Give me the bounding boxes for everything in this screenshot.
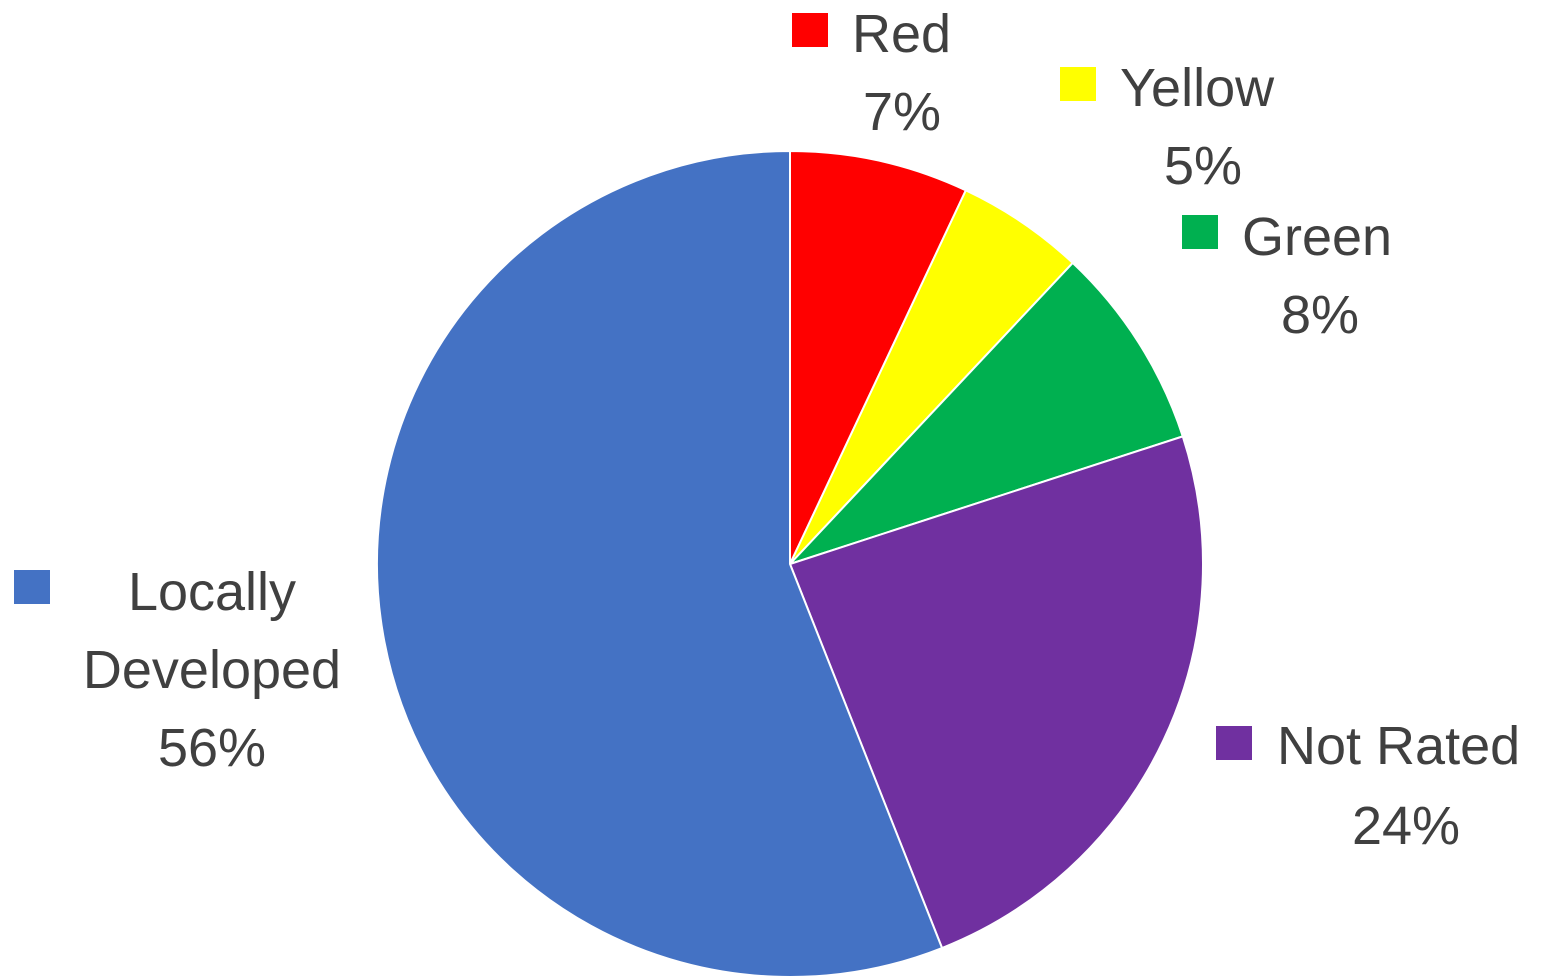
- slice-value-locally-developed: 56%: [158, 718, 266, 778]
- slice-label-locally-developed-line2: Developed: [83, 640, 341, 700]
- slice-label-not-rated: Not Rated: [1277, 716, 1520, 776]
- slice-value-not-rated: 24%: [1352, 796, 1460, 856]
- legend-key-yellow: [1060, 67, 1096, 101]
- data-label-yellow: Yellow 5%: [1060, 58, 1275, 196]
- legend-key-green: [1182, 215, 1218, 249]
- slice-label-yellow: Yellow: [1120, 58, 1275, 118]
- slice-value-green: 8%: [1281, 285, 1359, 345]
- legend-key-red: [792, 13, 828, 47]
- slice-value-yellow: 5%: [1164, 136, 1242, 196]
- pie-slice-red: [789, 149, 968, 565]
- pie-slice-green: [789, 261, 1185, 565]
- data-label-locally-developed: Locally Developed 56%: [14, 562, 341, 778]
- pie-slices: [376, 149, 1204, 977]
- legend-key-locally-developed: [14, 570, 50, 604]
- slice-label-red: Red: [852, 4, 951, 64]
- pie-slice-not-rated: [788, 435, 1204, 950]
- data-label-green: Green 8%: [1182, 207, 1392, 345]
- data-label-not-rated: Not Rated 24%: [1216, 716, 1520, 856]
- slice-label-green: Green: [1242, 207, 1392, 267]
- slice-label-locally-developed-line1: Locally: [128, 562, 296, 622]
- data-label-red: Red 7%: [792, 4, 951, 142]
- pie-slice-locally-developed: [376, 149, 944, 977]
- slice-value-red: 7%: [863, 82, 941, 142]
- legend-key-not-rated: [1216, 726, 1252, 760]
